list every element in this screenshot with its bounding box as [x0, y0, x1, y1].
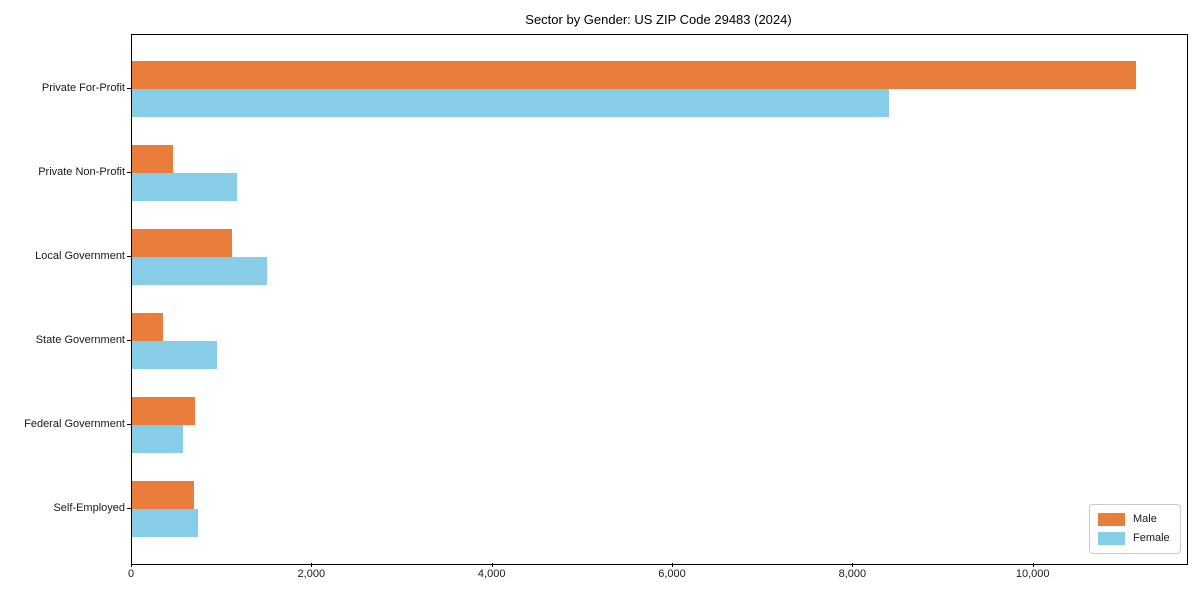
x-tick [311, 563, 313, 567]
female-swatch-icon [1098, 532, 1125, 545]
bar-male-6 [132, 481, 195, 509]
y-tick [127, 508, 131, 509]
legend-label-male: Male [1133, 513, 1157, 525]
bar-female-4 [132, 341, 217, 369]
x-tick-label: 2,000 [297, 568, 326, 580]
x-tick-label: 4,000 [477, 568, 506, 580]
bar-male-5 [132, 397, 196, 425]
male-swatch-icon [1098, 513, 1125, 526]
x-tick-label: 10,000 [1015, 568, 1050, 580]
x-tick [491, 563, 493, 567]
y-tick [127, 172, 131, 173]
bar-female-5 [132, 425, 183, 453]
y-axis-label: Self-Employed [53, 502, 125, 514]
plot-area [131, 34, 1188, 565]
legend: Male Female [1089, 504, 1181, 554]
x-tick-label: 6,000 [658, 568, 686, 580]
y-tick [127, 256, 131, 257]
legend-item-male: Male [1098, 513, 1172, 526]
chart-title: Sector by Gender: US ZIP Code 29483 (202… [525, 12, 792, 27]
bar-male-3 [132, 229, 233, 257]
y-tick [127, 88, 131, 89]
y-axis-label: Local Government [35, 250, 125, 262]
x-tick [131, 563, 132, 567]
x-tick [1032, 563, 1034, 567]
y-axis-label: Private Non-Profit [38, 166, 125, 178]
bar-female-2 [132, 173, 237, 201]
bar-male-1 [132, 61, 1136, 89]
x-tick [852, 563, 854, 567]
x-tick [672, 563, 673, 567]
bar-female-1 [132, 89, 890, 117]
bar-male-2 [132, 145, 173, 173]
bar-male-4 [132, 313, 164, 341]
y-tick [127, 424, 131, 425]
y-axis-label: Private For-Profit [41, 82, 125, 94]
x-tick-label: 8,000 [838, 568, 867, 580]
x-tick-label: 0 [127, 568, 135, 580]
y-axis-label: State Government [35, 334, 125, 346]
bar-female-3 [132, 257, 268, 285]
y-axis-label: Federal Government [24, 418, 125, 430]
y-tick [127, 340, 131, 341]
legend-item-female: Female [1098, 532, 1172, 545]
bar-female-6 [132, 509, 198, 537]
legend-label-female: Female [1133, 532, 1170, 544]
